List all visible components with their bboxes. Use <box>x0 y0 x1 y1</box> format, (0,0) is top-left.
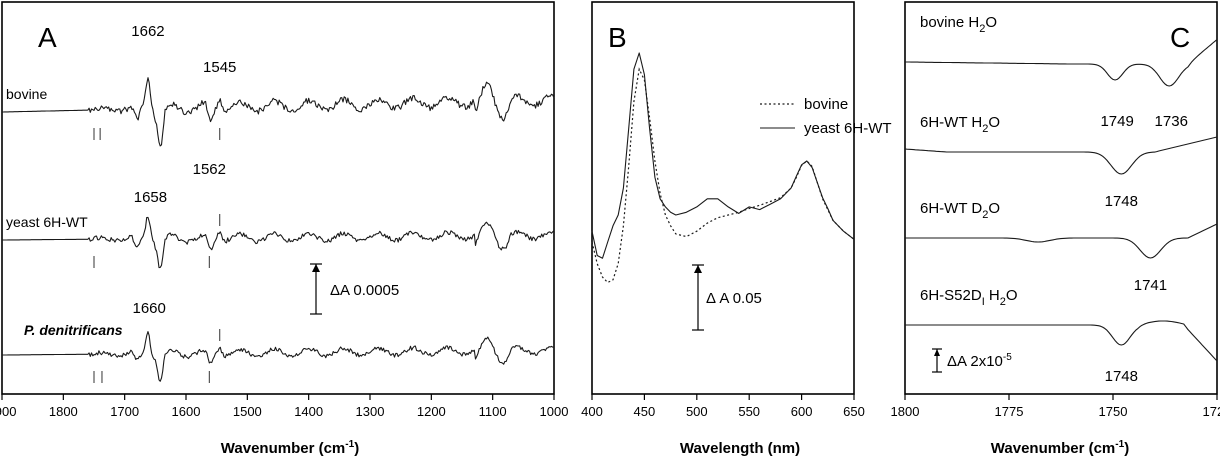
panel-c-peak-label: 1741 <box>1134 277 1167 294</box>
panel-a-letter: A <box>38 22 57 53</box>
panel-b-legend-bovine: bovine <box>804 96 848 113</box>
panel-a-xtick-label: 1400 <box>294 404 323 419</box>
panel-c-xtick-label: 1775 <box>995 404 1024 419</box>
label-part: 6H-S52D <box>920 287 982 304</box>
label-part: O <box>985 14 997 31</box>
panel-a-peak-label: 1658 <box>134 189 167 206</box>
panel-b-xtick-label: 650 <box>843 404 865 419</box>
label-part: 6H-WT H <box>920 114 982 131</box>
panel-b-series-0 <box>591 67 855 284</box>
panel-a-trace-label: P. denitrificans <box>24 322 123 338</box>
panel-c-trace-2 <box>905 223 1218 259</box>
panel-c-frame <box>904 1 1218 395</box>
panel-a-scale-arrow <box>312 264 320 272</box>
panel-a-xtick-label: 1100 <box>479 404 507 419</box>
panel-b-xtick-label: 550 <box>738 404 760 419</box>
panel-b-scale-arrow <box>694 265 702 273</box>
panel-c-trace-label: bovine H2O <box>920 14 997 35</box>
panel-c-xtick-label: 1800 <box>891 404 920 419</box>
panel-c-trace-label: 6H-S52DI H2O <box>920 287 1018 308</box>
panel-c-plot: 1800177517501725bovine H2O174917366H-WT … <box>891 14 1220 419</box>
panel-c-peak-label: 1749 <box>1100 113 1133 130</box>
label-part: bovine H <box>920 14 979 31</box>
panel-b-frame <box>591 1 855 395</box>
panel-a-peak-label: 1545 <box>203 59 236 76</box>
panel-b-scale-label: Δ A 0.05 <box>706 290 762 307</box>
panel-a-scale-label: ΔA 0.0005 <box>330 282 399 299</box>
panel-c-trace-label: 6H-WT D2O <box>920 200 1000 221</box>
panel-b-plot: 400 450 500 550 600 650 bovine yeast 6H-WT Δ A 0… <box>581 52 892 419</box>
panel-c-trace-3 <box>905 320 1218 362</box>
panel-a-xtick-label: 1200 <box>417 404 446 419</box>
panel-a-xtick-label: 1000 <box>540 404 569 419</box>
label-part: I <box>982 296 985 308</box>
panel-a-xtick-label: 1900 <box>0 404 16 419</box>
panel-a-trace-0 <box>2 77 555 147</box>
panel-c-scale-arrow <box>934 349 940 356</box>
panel-a-xtick-label: 1800 <box>49 404 78 419</box>
panel-b-letter: B <box>608 22 627 53</box>
panel-c-peak-label: 1748 <box>1105 193 1138 210</box>
panel-b-xtick-label: 600 <box>791 404 813 419</box>
panel-a-trace-1 <box>2 216 555 269</box>
panel-c-xlabel: Wavenumber (cm-1) <box>991 439 1129 457</box>
panel-c-trace-0 <box>905 39 1218 87</box>
panel-a-trace-label: bovine <box>6 86 47 102</box>
panel-a-xtick-label: 1300 <box>356 404 385 419</box>
label-part: O <box>988 200 1000 217</box>
panel-b-xlabel: Wavelength (nm) <box>680 440 800 457</box>
label-part: 2 <box>982 123 988 135</box>
scale-exp: -5 <box>1003 352 1012 363</box>
panel-a-xtick-label: 1500 <box>233 404 262 419</box>
label-part: O <box>1006 287 1018 304</box>
label-part: 2 <box>1000 296 1006 308</box>
panel-c-scale-label: ΔA 2x10-5 <box>947 352 1012 370</box>
panel-a-peak-label: 1660 <box>133 300 166 317</box>
panel-b-legend-yeast: yeast 6H-WT <box>804 120 892 137</box>
panel-c-trace-1 <box>904 136 1218 175</box>
panel-b-xtick-label: 450 <box>634 404 656 419</box>
panel-a-trace-label: yeast 6H-WT <box>6 214 88 230</box>
panel-a-plot: 1900 1800 1700 1600 1500 1400 1300 1200 1100 1000… <box>0 23 568 419</box>
label-part: H <box>985 287 1000 304</box>
panel-c-trace-label: 6H-WT H2O <box>920 114 1000 135</box>
panel-a-trace-2 <box>2 331 555 382</box>
label-part: 2 <box>979 23 985 35</box>
panel-c-xtick-label: 1725 <box>1203 404 1220 419</box>
scale-prefix: ΔA 2x10 <box>947 353 1003 370</box>
label-part: 6H-WT D <box>920 200 982 217</box>
panel-a-xtick-label: 1700 <box>110 404 139 419</box>
panel-b-xtick-label: 500 <box>686 404 708 419</box>
panel-a-peak-label: 1662 <box>131 23 164 40</box>
panel-a-frame <box>1 1 555 395</box>
panel-c-peak-label: 1748 <box>1105 368 1138 385</box>
panel-c-letter: C <box>1170 22 1190 53</box>
panel-b-series-1 <box>591 52 855 259</box>
panel-b-xtick-label: 400 <box>581 404 603 419</box>
panel-c-peak-label: 1736 <box>1155 113 1188 130</box>
panel-a-xlabel: Wavenumber (cm-1) <box>221 439 359 457</box>
label-part: O <box>988 114 1000 131</box>
label-part: 2 <box>982 209 988 221</box>
panel-a-peak-label: 1562 <box>193 161 226 178</box>
panel-c-xtick-label: 1750 <box>1099 404 1128 419</box>
panel-a-xtick-label: 1600 <box>172 404 201 419</box>
